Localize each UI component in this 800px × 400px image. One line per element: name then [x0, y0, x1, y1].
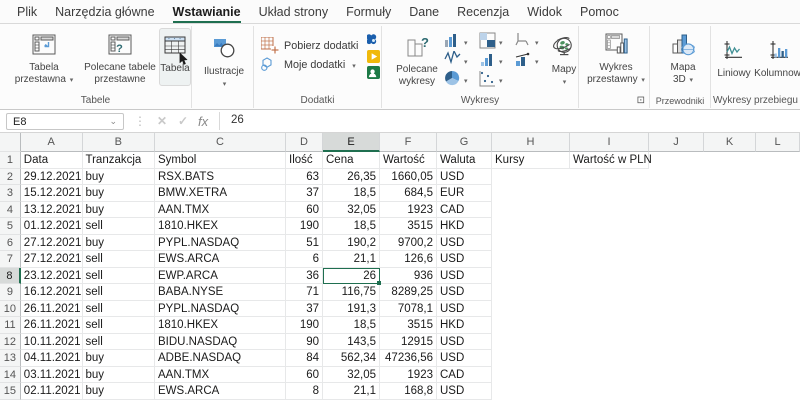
- svg-text:?: ?: [421, 35, 429, 50]
- svg-text:?: ?: [116, 43, 123, 55]
